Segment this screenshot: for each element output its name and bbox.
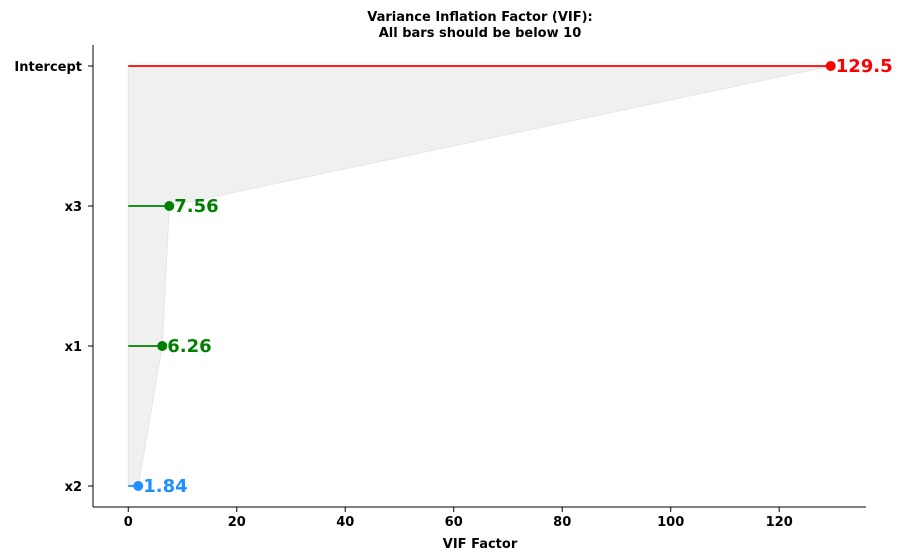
value-label: 6.26 bbox=[167, 336, 211, 357]
y-tick-label: Intercept bbox=[14, 60, 82, 75]
value-label: 1.84 bbox=[143, 476, 187, 497]
lollipop-point bbox=[133, 481, 144, 491]
lollipop-point bbox=[164, 201, 175, 211]
x-tick-label: 40 bbox=[336, 515, 354, 530]
value-label: 129.5 bbox=[836, 56, 893, 77]
chart-title-line2: All bars should be below 10 bbox=[379, 26, 582, 41]
lollipop-marks: 1.84 6.26 7.56 129.5 bbox=[128, 56, 893, 497]
x-tick-label: 0 bbox=[124, 515, 133, 530]
x-tick-label: 120 bbox=[766, 515, 793, 530]
x-tick-label: 60 bbox=[445, 515, 463, 530]
chart-title-line1: Variance Inflation Factor (VIF): bbox=[367, 10, 593, 25]
x-tick-label: 20 bbox=[228, 515, 246, 530]
vif-area-fill bbox=[127, 65, 831, 487]
y-axis-ticks: x2 x1 x3 Intercept bbox=[14, 60, 93, 495]
y-tick-label: x1 bbox=[65, 340, 82, 355]
lollipop-point bbox=[825, 61, 836, 71]
value-label: 7.56 bbox=[174, 196, 218, 217]
lollipop-point bbox=[157, 341, 168, 351]
x-tick-label: 80 bbox=[553, 515, 571, 530]
x-tick-label: 100 bbox=[657, 515, 684, 530]
area-fill-layer bbox=[127, 65, 831, 487]
x-axis-ticks: 0 20 40 60 80 100 120 bbox=[124, 507, 793, 530]
x-axis-label: VIF Factor bbox=[443, 537, 518, 552]
y-tick-label: x2 bbox=[65, 480, 82, 495]
axes bbox=[92, 45, 866, 508]
y-tick-label: x3 bbox=[65, 200, 82, 215]
